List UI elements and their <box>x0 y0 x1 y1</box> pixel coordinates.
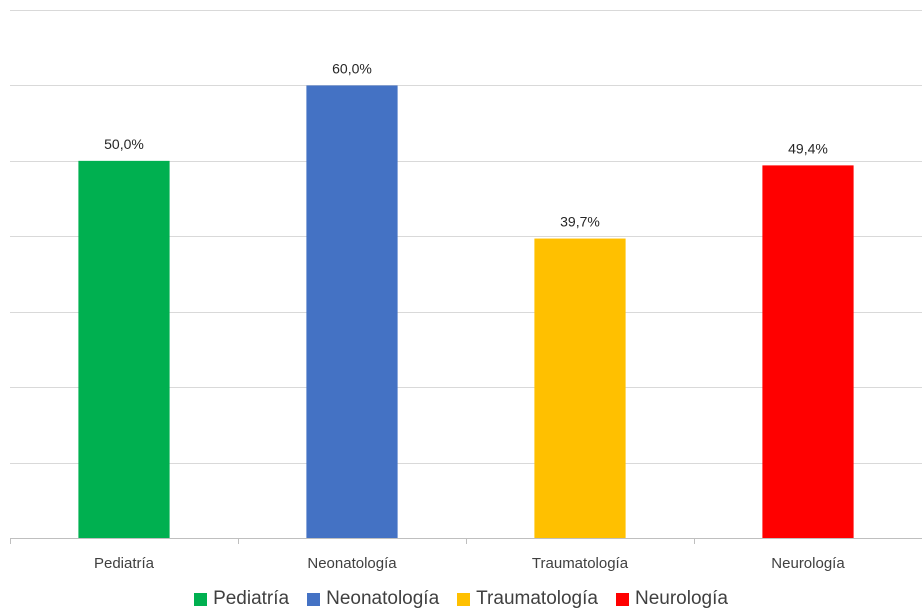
legend-swatch <box>457 592 471 606</box>
legend-label: Pediatría <box>213 588 290 609</box>
bar-0 <box>78 160 170 538</box>
legend-label: Neurología <box>634 588 728 609</box>
legend-swatch <box>307 592 321 606</box>
data-label-2: 39,7% <box>560 214 600 230</box>
legend-label: Neonatología <box>326 588 440 609</box>
x-tick-label-1: Neonatología <box>307 555 397 572</box>
bar-chart: 50,0% 60,0% 39,7% 49,4% Pediatría Neonatolog… <box>10 10 922 572</box>
bar-2 <box>534 238 626 538</box>
data-labels: 50,0% 60,0% 39,7% 49,4% <box>104 60 828 229</box>
bar-3 <box>762 165 854 538</box>
legend-swatch <box>615 592 629 606</box>
legend-label: Traumatología <box>476 588 598 609</box>
data-label-3: 49,4% <box>788 140 828 156</box>
x-tick-label-3: Neurología <box>771 555 845 572</box>
data-label-1: 60,0% <box>332 60 372 76</box>
legend-item-3: Neurología <box>615 588 728 610</box>
x-axis: Pediatría Neonatología Traumatología Neurol… <box>10 538 922 572</box>
bar-1 <box>306 85 398 538</box>
data-label-0: 50,0% <box>104 136 144 152</box>
legend-item-0: Pediatría <box>194 588 289 610</box>
legend-swatch <box>194 592 208 606</box>
x-tick-label-0: Pediatría <box>94 555 155 572</box>
legend: Pediatría Neonatología Traumatología Neurol… <box>0 588 922 610</box>
bars <box>78 85 854 538</box>
x-tick-label-2: Traumatología <box>532 555 629 572</box>
legend-item-1: Neonatología <box>307 588 439 610</box>
legend-item-2: Traumatología <box>457 588 598 610</box>
